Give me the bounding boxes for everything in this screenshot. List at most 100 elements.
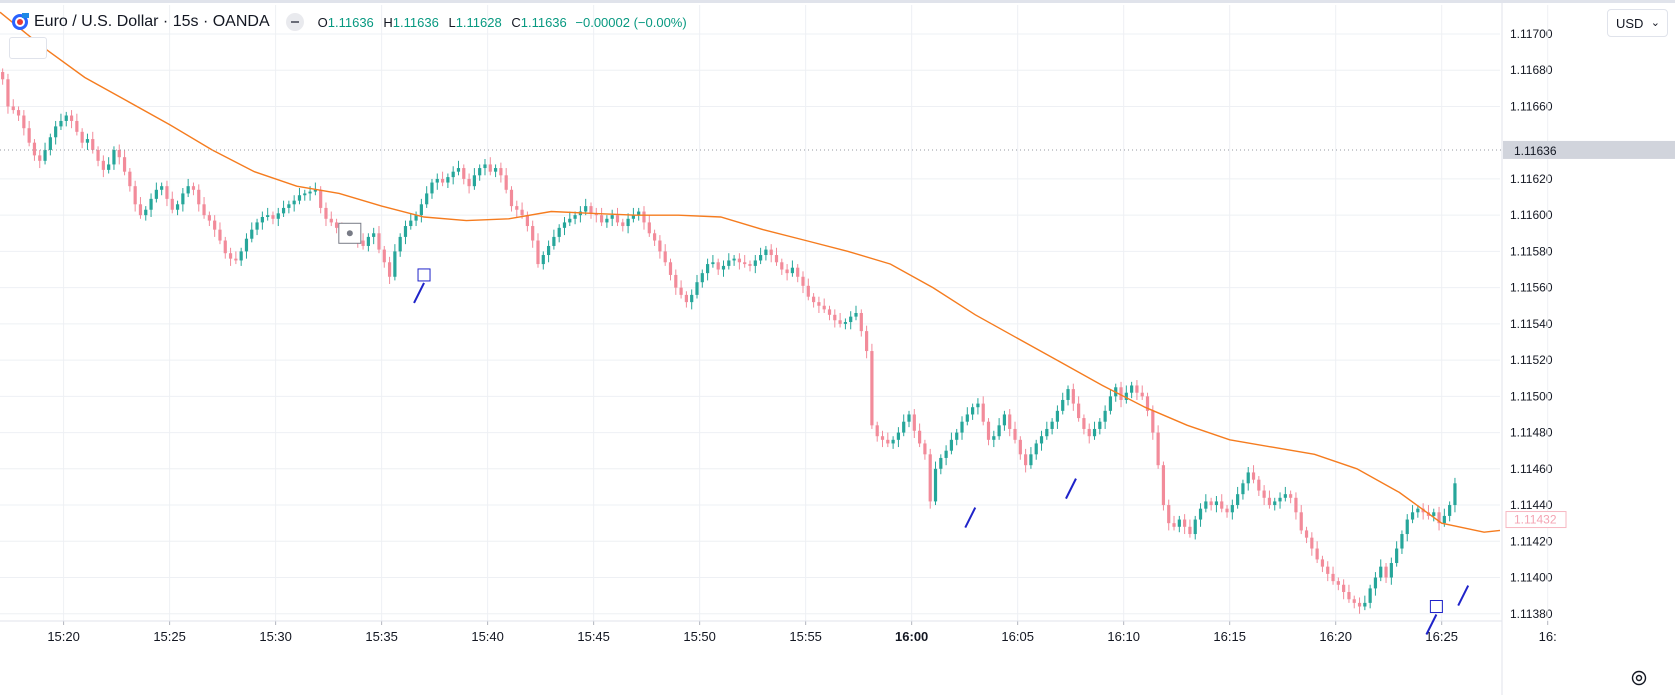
candle-body — [700, 273, 704, 283]
candle-body — [478, 168, 482, 176]
y-tick-label: 1.11700 — [1510, 27, 1553, 41]
candle-body — [1246, 472, 1250, 484]
candle-body — [562, 222, 567, 228]
candle-body — [1161, 465, 1166, 506]
candle-body — [1326, 566, 1330, 574]
candle-body — [1336, 581, 1340, 585]
candle-body — [865, 331, 869, 352]
candle-body — [1342, 584, 1346, 593]
candle-body — [907, 414, 911, 422]
candle-body — [1395, 548, 1399, 564]
candle-body — [949, 439, 954, 451]
candle-body — [387, 262, 392, 277]
indicators-collapse-box[interactable] — [9, 37, 47, 59]
candle-body — [631, 215, 635, 219]
candle-body — [515, 206, 519, 210]
candle-body — [965, 414, 969, 422]
candle-body — [695, 282, 699, 295]
candle-body — [1018, 439, 1022, 455]
candle-body — [239, 251, 243, 261]
candle-body — [91, 139, 95, 150]
candle-body — [663, 251, 667, 263]
candle-body — [409, 220, 413, 227]
candle-body — [250, 229, 254, 239]
pattern-marker-dot — [346, 230, 353, 237]
candle-body — [971, 407, 975, 415]
candle-body — [69, 115, 74, 121]
candle-body — [297, 195, 302, 201]
candle-body — [80, 131, 84, 143]
candle-body — [472, 175, 476, 187]
candle-body — [1061, 399, 1065, 411]
candle-body — [785, 269, 789, 274]
candle-body — [255, 222, 259, 230]
candle-body — [1177, 519, 1181, 527]
low-label: L — [448, 14, 456, 30]
settings-gear-icon[interactable] — [1630, 669, 1648, 687]
candle-body — [992, 436, 996, 440]
candle-body — [107, 164, 111, 170]
candle-body — [1077, 403, 1081, 419]
candle-body — [711, 262, 715, 265]
candle-body — [584, 206, 588, 212]
candle-body — [525, 215, 529, 227]
candle-body — [1273, 501, 1277, 506]
candle-body — [1416, 508, 1420, 513]
candle-body — [462, 168, 466, 179]
y-tick-label: 1.11540 — [1510, 317, 1553, 331]
drawing-tick-mark — [1065, 478, 1077, 500]
candle-body — [1357, 602, 1362, 607]
candle-body — [1220, 501, 1224, 509]
candle-body — [430, 182, 434, 194]
candle-body — [1214, 501, 1219, 506]
y-tick-label: 1.11500 — [1510, 389, 1553, 403]
candle-body — [1209, 501, 1213, 506]
candle-body — [1225, 508, 1229, 513]
candle-body — [690, 294, 694, 303]
candle-body — [764, 249, 768, 256]
high-value: 1.11636 — [392, 14, 439, 30]
x-tick-label: 16:10 — [1107, 629, 1140, 644]
candle-body — [1352, 599, 1356, 603]
candle-body — [1251, 472, 1256, 480]
candle-body — [202, 204, 206, 216]
x-tick-label: 15:25 — [153, 629, 186, 644]
candle-body — [780, 262, 784, 270]
currency-select[interactable]: USD ⌄ — [1607, 9, 1668, 37]
candle-body — [197, 189, 201, 205]
top-border — [0, 0, 1675, 3]
candle-body — [1045, 428, 1049, 437]
candle-body — [377, 233, 381, 250]
candle-body — [361, 240, 365, 246]
candle-body — [1198, 508, 1203, 520]
x-tick-label: 16:00 — [895, 629, 928, 644]
candle-body — [1130, 385, 1134, 393]
candle-body — [642, 211, 646, 223]
candle-body — [1135, 385, 1139, 393]
candle-body — [308, 191, 312, 194]
candle-body — [986, 421, 991, 440]
candle-body — [1008, 414, 1012, 429]
candle-body — [817, 302, 821, 306]
candle-body — [621, 222, 625, 227]
candle-body — [234, 258, 238, 261]
candle-body — [737, 258, 741, 263]
x-tick-label: 15:55 — [789, 629, 822, 644]
candle-body — [822, 305, 826, 310]
candle-body — [1087, 428, 1091, 437]
hide-legend-icon[interactable] — [285, 13, 304, 31]
candle-body — [85, 139, 90, 143]
tradingview-logo-icon[interactable] — [10, 12, 30, 32]
candle-body — [38, 155, 42, 161]
candle-body — [880, 436, 885, 440]
candle-body — [372, 233, 376, 237]
symbol-title[interactable]: Euro / U.S. Dollar · 15s · OANDA — [34, 13, 270, 30]
candle-body — [647, 222, 651, 234]
candle-body — [891, 439, 895, 444]
candle-body — [1283, 494, 1287, 498]
candle-body — [1055, 410, 1060, 422]
candle-body — [435, 178, 439, 183]
candle-body — [912, 414, 916, 431]
